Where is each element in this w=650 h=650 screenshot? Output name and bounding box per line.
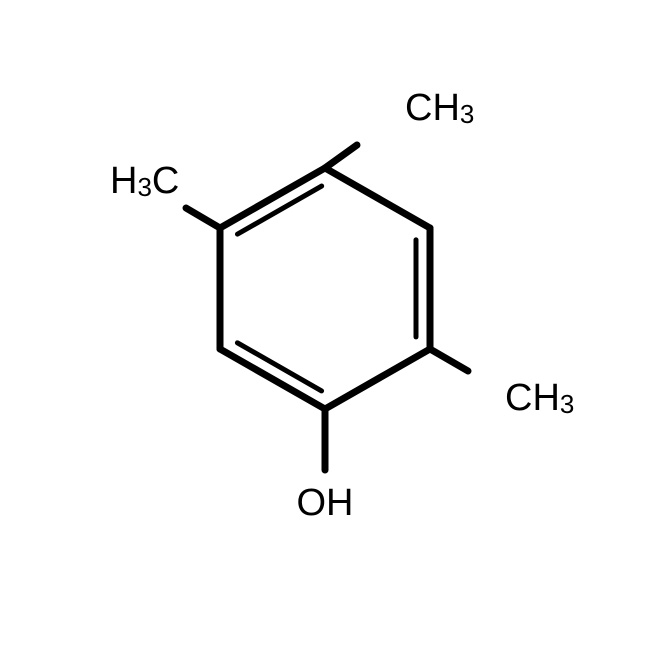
chemical-structure-svg: CH3 H3C CH3 OH — [0, 0, 650, 650]
atom-label-me_c6: H3C — [110, 160, 179, 202]
atom-label-oh_c4: OH — [297, 482, 354, 524]
atom-label-me_c1: CH3 — [405, 87, 474, 129]
atom-label-me_c3: CH3 — [505, 377, 574, 419]
